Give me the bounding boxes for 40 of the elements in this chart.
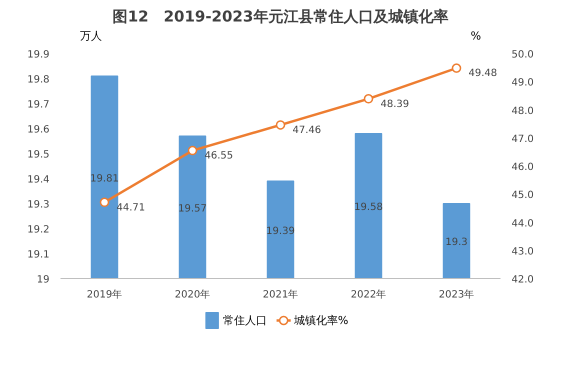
- x-tick-label: 2020年: [174, 288, 210, 300]
- y-tick-label: 19.7: [27, 100, 50, 110]
- data-label: 19.57: [178, 203, 207, 214]
- data-label: 19.81: [90, 173, 119, 184]
- y2-axis-title: %: [470, 30, 482, 42]
- point: [364, 94, 374, 104]
- data-label: 47.46: [292, 124, 322, 136]
- y-tick-label: 19.4: [27, 174, 50, 186]
- y2-tick-label: 46.0: [512, 162, 534, 173]
- y-tick-label: 19.3: [27, 200, 50, 210]
- y-tick-label: 19.8: [27, 74, 50, 86]
- y-tick-label: 19.9: [27, 50, 50, 60]
- data-label: 19.3: [445, 237, 468, 248]
- point: [276, 120, 286, 130]
- y2-tick-label: 45.0: [512, 190, 534, 202]
- x-tick-label: 2021年: [262, 288, 298, 300]
- y2-tick-label: 42.0: [512, 274, 534, 286]
- y-tick-label: 19.2: [27, 224, 50, 236]
- y2-tick-label: 43.0: [512, 246, 534, 258]
- chart-title: 图12 2019-2023年元江县常住人口及城镇化率: [112, 8, 448, 26]
- y2-tick-label: 49.0: [512, 78, 534, 89]
- point: [188, 146, 198, 156]
- y2-tick-label: 44.0: [512, 218, 534, 230]
- y-axis-title: 万人: [80, 30, 102, 42]
- y-tick-label: 19.1: [27, 250, 50, 260]
- x-tick-label: 2022年: [350, 288, 386, 300]
- point: [452, 63, 462, 73]
- data-label: 48.39: [380, 98, 410, 110]
- x-tick-label: 2019年: [86, 288, 122, 300]
- y2-tick-label: 48.0: [512, 106, 534, 117]
- legend-label: 城镇化率%: [292, 314, 348, 327]
- y-tick-label: 19.6: [27, 124, 50, 136]
- y2-tick-label: 50.0: [512, 50, 534, 60]
- y-tick-label: 19.5: [27, 150, 50, 160]
- point: [100, 198, 110, 208]
- legend-label: 常住人口: [223, 314, 268, 327]
- y-tick-label: 19: [36, 274, 50, 286]
- y2-tick-label: 47.0: [512, 134, 534, 145]
- data-label: 49.48: [468, 68, 498, 80]
- x-tick-label: 2023年: [438, 288, 474, 300]
